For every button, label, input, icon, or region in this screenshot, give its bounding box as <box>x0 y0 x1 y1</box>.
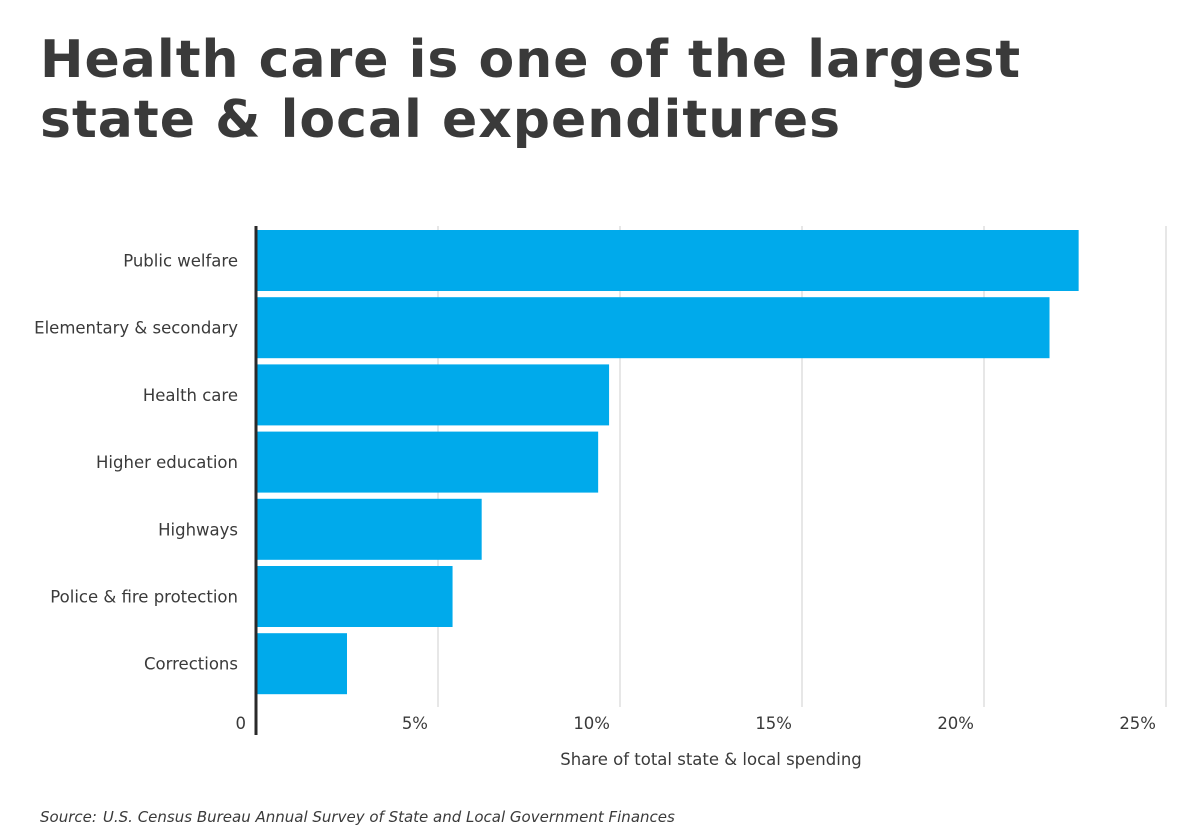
bar-chart: Public welfare Elementary & secondary Heal… <box>34 226 1167 769</box>
source-text: U.S. Census Bureau Annual Survey of Stat… <box>102 808 675 826</box>
source-prefix: Source: <box>40 808 97 826</box>
category-label: Corrections <box>144 655 238 674</box>
bar <box>256 364 610 426</box>
bars <box>256 230 1079 695</box>
chart-title: Health care is one of the largest state … <box>40 30 1022 150</box>
category-label: Police & fire protection <box>50 588 238 607</box>
bar <box>256 498 482 560</box>
x-tick-label: 20% <box>937 714 974 733</box>
bar <box>256 566 453 627</box>
category-label: Health care <box>143 386 238 405</box>
source-note: Source: U.S. Census Bureau Annual Survey … <box>40 808 675 826</box>
bar <box>256 633 347 695</box>
category-label: Elementary & secondary <box>34 319 238 338</box>
x-tick-label: 25% <box>1119 714 1156 733</box>
bar <box>256 431 599 493</box>
x-tick-label: 15% <box>755 714 792 733</box>
category-label: Higher education <box>96 453 238 472</box>
category-labels: Public welfare Elementary & secondary Heal… <box>34 252 238 674</box>
category-label: Public welfare <box>123 252 238 271</box>
x-tick-label: 10% <box>573 714 610 733</box>
x-axis-label: Share of total state & local spending <box>560 750 862 769</box>
bar <box>256 297 1050 359</box>
category-label: Highways <box>158 520 238 539</box>
bar <box>256 230 1079 291</box>
x-tick-label: 5% <box>402 714 428 733</box>
x-tick-labels: 0 5% 10% 15% 20% 25% <box>236 714 1157 733</box>
x-tick-label: 0 <box>236 714 247 733</box>
